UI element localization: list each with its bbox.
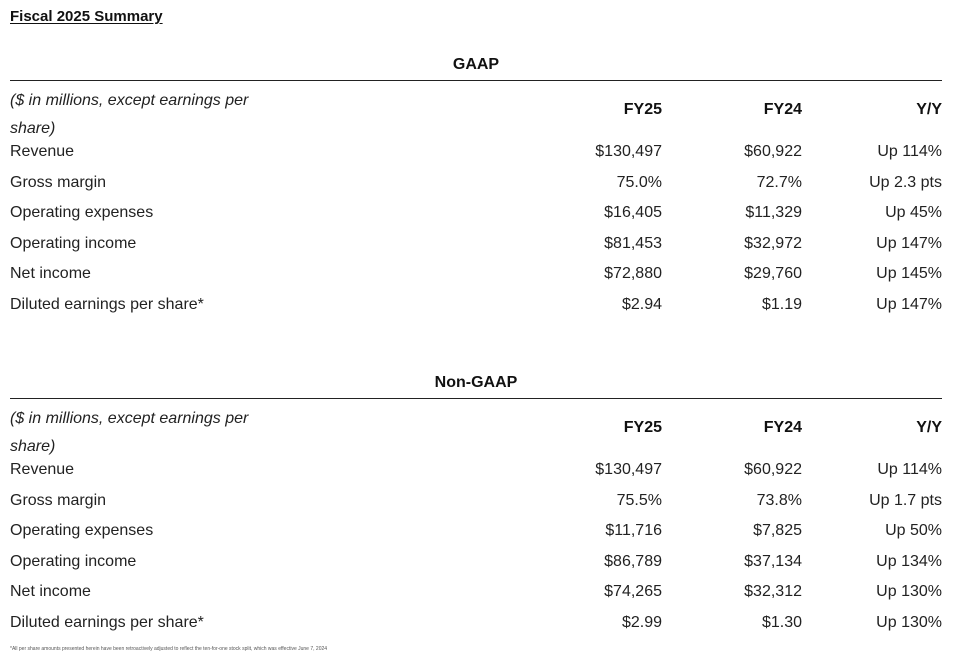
gaap-col-fy24: FY24 [763,101,802,118]
fy24-value: $60,922 [744,143,802,160]
fy25-value: $16,405 [604,204,662,221]
nongaap-col-fy25: FY25 [623,419,662,436]
fy25-value: 75.5% [616,491,662,509]
yy-value: Up 114% [877,461,942,478]
table-row: Revenue $130,497 $60,922 Up 114% [10,139,942,170]
nongaap-units-label: ($ in millions, except earnings per shar… [10,410,249,455]
fy24-value: $7,825 [753,522,802,539]
table-row: Net income $74,265 $32,312 Up 130% [10,579,942,610]
fy24-value: $32,312 [744,583,802,600]
fy25-value: $11,716 [605,522,662,539]
row-label: Revenue [10,143,75,160]
row-label: Operating income [10,234,137,252]
yy-value: Up 147% [876,295,942,313]
fy24-value: $29,760 [744,265,802,282]
nongaap-divider [10,398,942,399]
fy24-value: $1.19 [761,295,802,313]
table-row: Gross margin 75.0% 72.7% Up 2.3 pts [10,170,942,201]
table-row: Operating expenses $16,405 $11,329 Up 45… [10,200,942,231]
yy-value: Up 130% [876,613,942,631]
row-label: Operating expenses [10,204,154,221]
nongaap-rows: Revenue $130,497 $60,922 Up 114% Gross m… [10,457,942,640]
gaap-section: GAAP ($ in millions, except earnings per… [10,55,942,322]
row-label: Net income [10,265,91,282]
yy-value: Up 1.7 pts [869,491,942,509]
gaap-divider [10,80,942,81]
table-row: Net income $72,880 $29,760 Up 145% [10,261,942,292]
row-label: Diluted earnings per share* [10,295,204,313]
row-label: Revenue [10,461,75,478]
nongaap-heading: Non-GAAP [434,374,518,391]
yy-value: Up 45% [885,204,942,221]
row-label: Operating expenses [10,522,154,539]
row-label: Operating income [10,552,137,570]
row-label: Diluted earnings per share* [10,613,204,631]
gaap-col-yy: Y/Y [916,101,942,118]
fy24-value: $60,922 [744,461,802,478]
yy-value: Up 2.3 pts [869,173,942,191]
page-title: Fiscal 2025 Summary [10,8,163,25]
fy25-value: 75.0% [616,173,662,191]
row-label: Gross margin [10,173,107,191]
table-row: Operating expenses $11,716 $7,825 Up 50% [10,518,942,549]
gaap-heading: GAAP [452,56,500,73]
fy25-value: $130,497 [595,143,662,160]
fy25-value: $2.94 [621,295,662,313]
nongaap-col-fy24: FY24 [763,419,802,436]
fy24-value: 72.7% [756,173,802,191]
fy24-value: $37,134 [744,552,802,570]
fy25-value: $130,497 [595,461,662,478]
fy25-value: $72,880 [604,265,662,282]
nongaap-col-yy: Y/Y [916,419,942,436]
gaap-col-fy25: FY25 [623,101,662,118]
gaap-units-label: ($ in millions, except earnings per shar… [10,92,249,137]
gaap-header-row: ($ in millions, except earnings per shar… [10,81,942,139]
fy24-value: $1.30 [761,613,802,631]
table-row: Revenue $130,497 $60,922 Up 114% [10,457,942,488]
yy-value: Up 134% [876,552,942,570]
yy-value: Up 114% [877,143,942,160]
nongaap-header-row: ($ in millions, except earnings per shar… [10,399,942,457]
row-label: Net income [10,583,91,600]
footnote: *All per share amounts presented herein … [10,646,328,652]
row-label: Gross margin [10,491,107,509]
table-row: Diluted earnings per share* $2.99 $1.30 … [10,610,942,641]
yy-value: Up 147% [876,234,942,252]
fy25-value: $86,789 [604,552,662,570]
fy25-value: $2.99 [621,613,662,631]
table-row: Diluted earnings per share* $2.94 $1.19 … [10,292,942,323]
table-row: Gross margin 75.5% 73.8% Up 1.7 pts [10,488,942,519]
yy-value: Up 130% [876,583,942,600]
fy25-value: $74,265 [604,583,662,600]
table-row: Operating income $86,789 $37,134 Up 134% [10,549,942,580]
fy24-value: $32,972 [744,234,802,252]
fy24-value: 73.8% [756,491,802,509]
nongaap-section: Non-GAAP ($ in millions, except earnings… [10,373,942,640]
table-row: Operating income $81,453 $32,972 Up 147% [10,231,942,262]
yy-value: Up 145% [876,265,942,282]
yy-value: Up 50% [885,522,942,539]
gaap-rows: Revenue $130,497 $60,922 Up 114% Gross m… [10,139,942,322]
fy25-value: $81,453 [604,234,662,252]
fy24-value: $11,329 [745,204,802,221]
